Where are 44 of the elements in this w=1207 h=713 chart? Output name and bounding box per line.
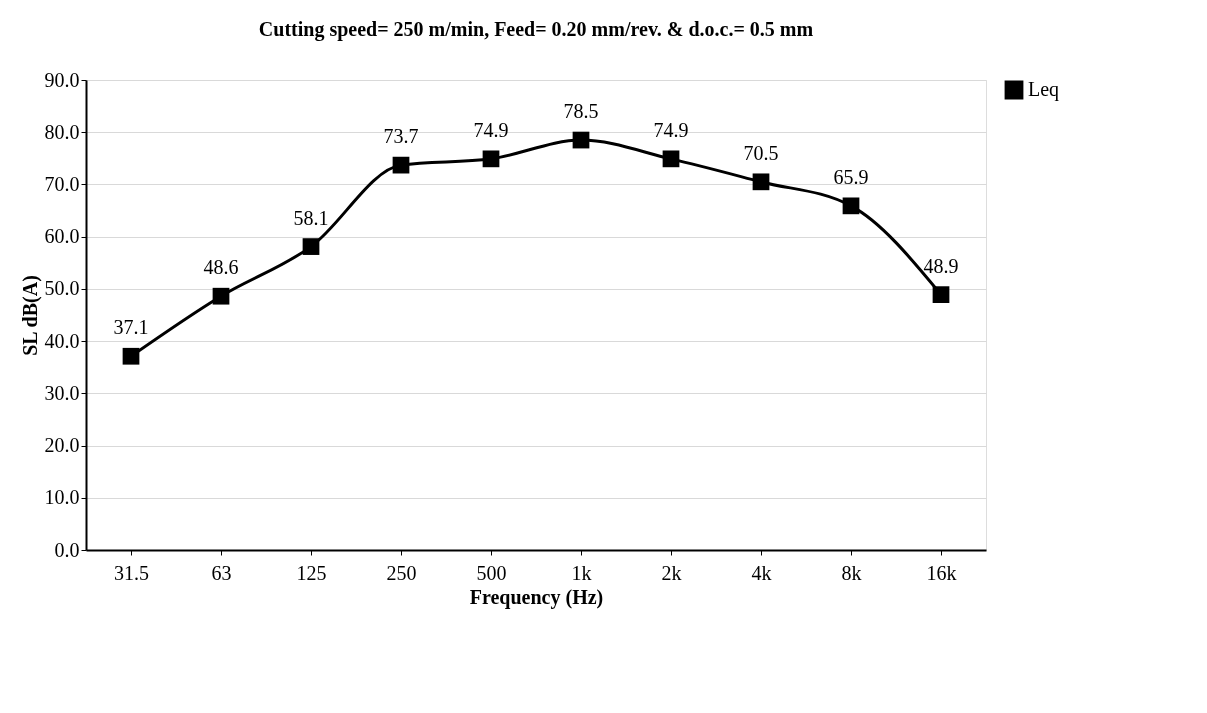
y-tick-label: 10.0 [44,486,80,509]
point [842,197,860,215]
y-tick-label: 40.0 [44,329,80,352]
y-tick-label: 30.0 [44,381,80,404]
data-label: 48.9 [923,254,959,277]
x-tick-label: 2k [661,561,682,584]
x-tick-label: 8k [841,561,862,584]
data-label: 78.5 [563,100,599,123]
y-axis-title: SL dB(A) [18,275,42,356]
x-tick-label: 4k [751,561,772,584]
point [212,287,230,305]
point [392,156,410,174]
x-axis-title: Frequency (Hz) [469,585,604,609]
data-label: 37.1 [113,316,149,339]
data-label: 73.7 [383,125,419,148]
point [482,150,500,168]
chart-title: Cutting speed= 250 m/min, Feed= 0.20 mm/rev. & d.o.c.= 0.5 mm [258,18,814,41]
y-tick-label: 50.0 [44,277,80,300]
data-label: 48.6 [203,256,239,279]
point [932,286,950,303]
data-label: 74.9 [473,118,509,141]
y-tick-label: 60.0 [44,225,80,248]
y-tick-label: 70.0 [44,172,80,195]
x-tick-label: 500 [476,561,507,584]
y-tick-label: 20.0 [44,434,80,457]
point [752,173,770,191]
data-label: 70.5 [743,141,779,164]
x-tick-label: 125 [296,561,327,584]
x-tick-label: 63 [211,561,232,584]
y-tick-label: 90.0 [44,68,80,91]
point [122,347,140,365]
x-tick-label: 1k [571,561,592,584]
legend-label: Leq [1028,78,1060,101]
point [572,131,590,149]
x-tick-label: 31.5 [114,561,149,584]
y-tick-label: 0.0 [54,538,80,561]
data-label: 74.9 [653,118,689,141]
y-tick-label: 80.0 [44,120,80,143]
data-label: 58.1 [293,206,329,229]
data-label: 65.9 [833,165,869,188]
x-tick-label: 250 [386,561,417,584]
x-tick-label: 16k [926,561,957,584]
point [662,150,680,168]
point [302,238,320,255]
